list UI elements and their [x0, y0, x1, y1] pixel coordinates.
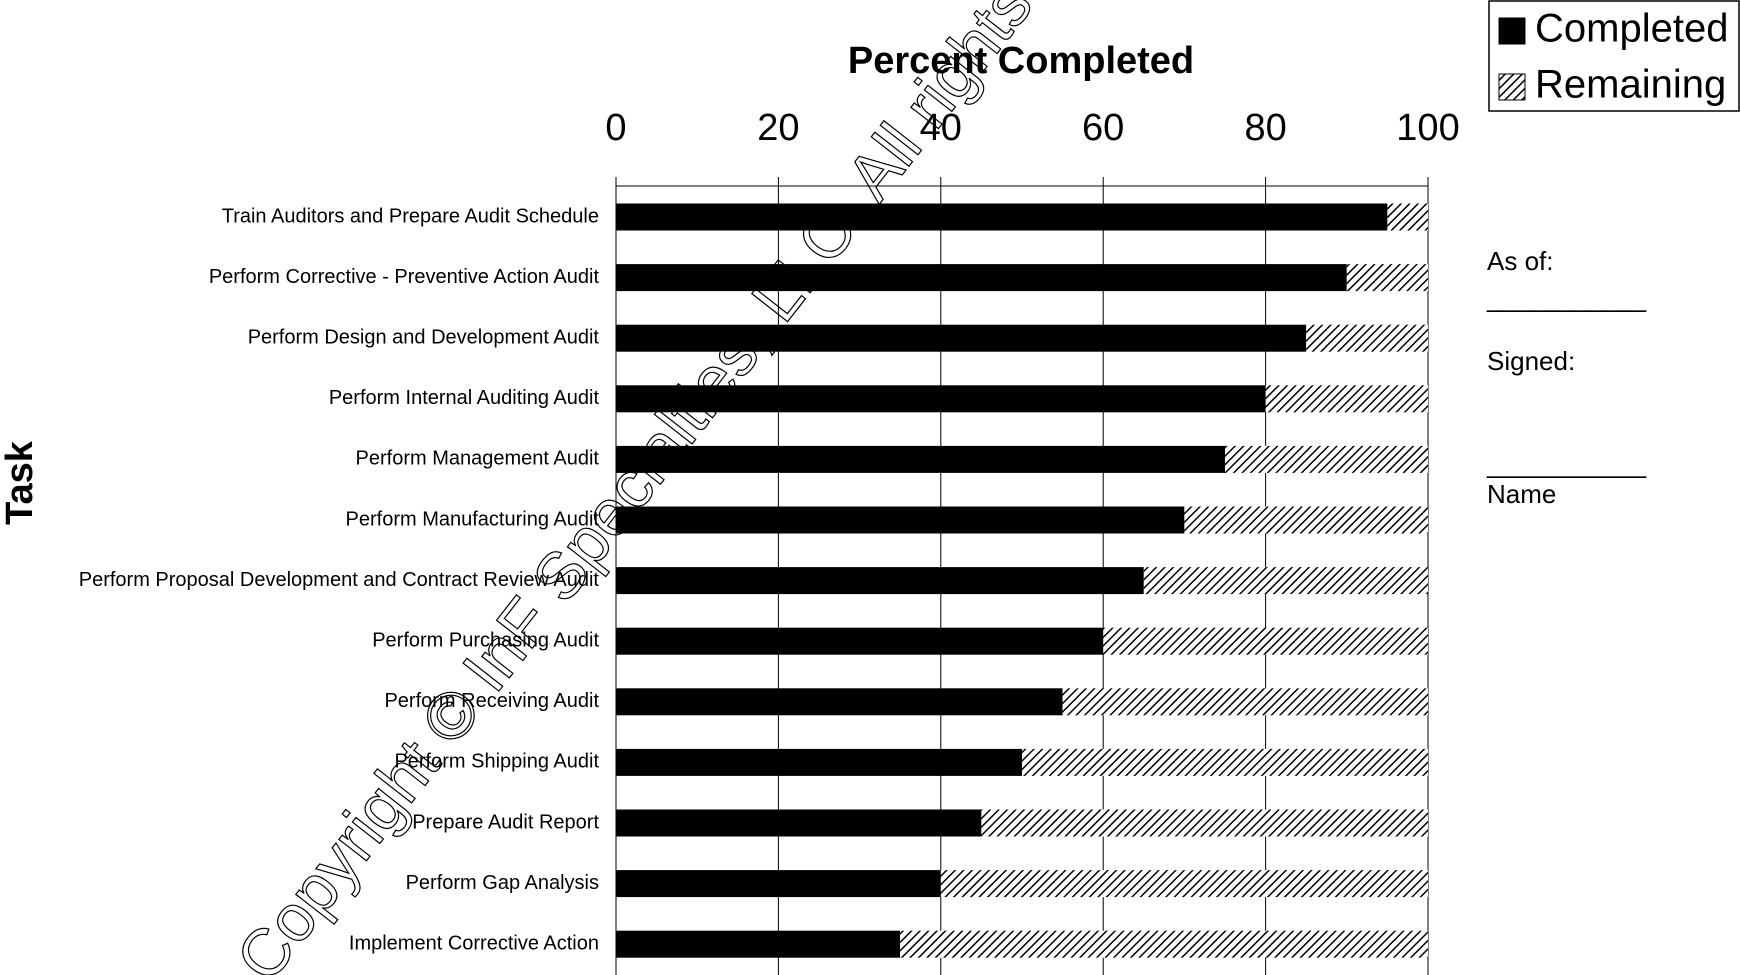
y-tick-label: Prepare Audit Report [412, 811, 599, 833]
x-tick-label: 40 [920, 107, 962, 149]
y-tick-label: Perform Proposal Development and Contrac… [79, 569, 600, 591]
bar-segment [616, 506, 1185, 534]
legend-swatch [1498, 73, 1526, 101]
bar-segment [940, 870, 1428, 898]
y-tick-label: Perform Gap Analysis [406, 872, 599, 894]
bar-segment [616, 627, 1104, 655]
bar-segment [616, 870, 941, 898]
y-axis-label: Task [0, 440, 41, 525]
y-tick-label: Perform Design and Development Audit [248, 326, 600, 348]
bar-segment [1062, 688, 1428, 716]
bar-segment [1184, 506, 1428, 534]
bar-segment [616, 445, 1225, 473]
legend-box [1488, 0, 1740, 112]
bar-segment [616, 324, 1307, 352]
bar-segment [1225, 445, 1428, 473]
legend-swatch [1498, 17, 1526, 45]
bar-segment [1387, 203, 1428, 231]
bar-segment [616, 203, 1388, 231]
x-tick-label: 60 [1082, 107, 1124, 149]
bar-segment [981, 809, 1428, 837]
side-note: As of: [1487, 246, 1553, 276]
bar-segment [1306, 324, 1428, 352]
bar-segment [1103, 627, 1428, 655]
y-tick-label: Perform Internal Auditing Audit [329, 387, 600, 409]
x-tick-label: 80 [1244, 107, 1286, 149]
y-tick-label: Perform Manufacturing Audit [346, 508, 600, 530]
y-tick-label: Perform Corrective - Preventive Action A… [209, 266, 600, 288]
side-note: Signed: [1487, 346, 1575, 376]
y-tick-label: Train Auditors and Prepare Audit Schedul… [222, 205, 599, 227]
y-tick-label: Perform Management Audit [356, 448, 600, 470]
y-tick-label: Perform Purchasing Audit [372, 629, 599, 651]
chart-title: Percent Completed [848, 40, 1194, 82]
side-note: Name [1487, 479, 1556, 509]
y-tick-label: Perform Receiving Audit [384, 690, 599, 712]
y-tick-label: Implement Corrective Action [349, 932, 599, 954]
bar-segment [616, 264, 1347, 292]
legend-label: Remaining [1535, 63, 1726, 107]
side-note: ___________ [1486, 449, 1647, 479]
legend-label: Completed [1535, 7, 1728, 51]
bar-segment [900, 930, 1428, 958]
bar-segment [1143, 567, 1428, 595]
x-tick-label: 0 [605, 107, 626, 149]
bar-segment [616, 930, 901, 958]
bar-segment [1346, 264, 1428, 292]
bar-segment [616, 809, 982, 837]
x-tick-label: 20 [757, 107, 799, 149]
y-tick-label: Perform Shipping Audit [394, 751, 599, 773]
bar-segment [616, 748, 1022, 776]
bar-segment [616, 567, 1144, 595]
x-tick-label: 100 [1396, 107, 1459, 149]
bar-segment [1265, 385, 1428, 413]
side-note: ___________ [1486, 283, 1647, 313]
bar-segment [1022, 748, 1428, 776]
bar-segment [616, 385, 1266, 413]
bar-segment [616, 688, 1063, 716]
